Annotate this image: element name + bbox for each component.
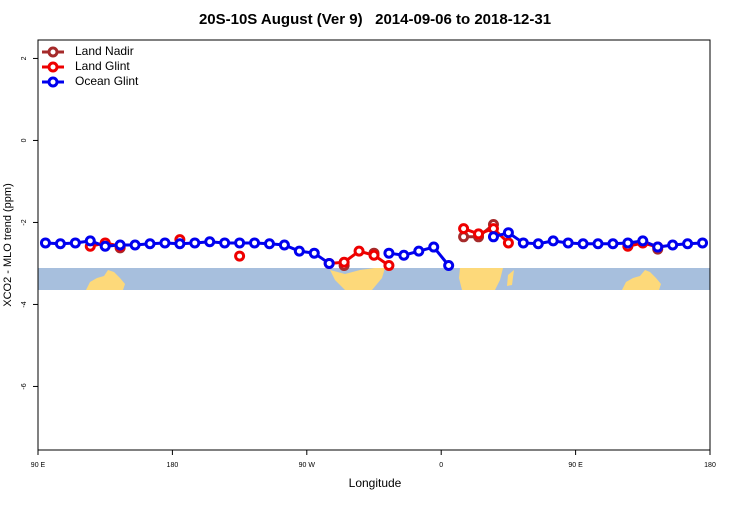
data-point: [249, 237, 261, 249]
data-point: [114, 239, 126, 251]
data-point: [189, 237, 201, 249]
y-axis-label: XCO2 - MLO trend (ppm): [2, 183, 14, 306]
x-tick-label: 180: [167, 462, 179, 469]
chart-title: 20S-10S August (Ver 9) 2014-09-06 to 201…: [199, 11, 551, 28]
data-point: [398, 249, 410, 261]
data-point: [234, 237, 246, 249]
data-point: [99, 240, 111, 252]
x-tick-label: 90 E: [31, 462, 46, 469]
data-point: [562, 237, 574, 249]
data-point: [622, 237, 634, 249]
data-point: [592, 238, 604, 250]
data-point: [368, 249, 380, 261]
data-point: [637, 235, 649, 247]
data-point: [667, 239, 679, 251]
data-point: [428, 241, 440, 253]
data-point: [144, 238, 156, 250]
plot-frame: [37, 39, 711, 451]
data-point: [413, 245, 425, 257]
legend-label: Ocean Glint: [75, 74, 139, 88]
y-tick-label: -6: [21, 383, 28, 389]
y-tick-label: -2: [21, 219, 28, 225]
data-point: [129, 239, 141, 251]
data-point: [682, 238, 694, 250]
y-tick-label: 2: [21, 56, 28, 60]
land: [459, 268, 514, 290]
data-point: [84, 235, 96, 247]
legend-swatch-marker: [47, 61, 59, 73]
x-tick-label: 90 E: [568, 462, 583, 469]
data-point: [219, 237, 231, 249]
data-point: [39, 237, 51, 249]
data-point: [458, 223, 470, 235]
data-point: [383, 260, 395, 271]
data-point: [502, 227, 514, 239]
data-point: [338, 256, 350, 268]
land: [86, 270, 125, 290]
data-point: [517, 237, 529, 249]
data-point: [278, 239, 290, 251]
legend-swatch-marker: [47, 76, 59, 88]
data-point: [487, 231, 499, 243]
land: [622, 270, 661, 290]
data-point: [577, 238, 589, 250]
data-point: [204, 236, 216, 248]
data-point: [263, 238, 275, 250]
data-point: [652, 241, 664, 253]
data-point: [353, 245, 365, 257]
data-point: [54, 238, 66, 250]
x-axis-label: Longitude: [349, 476, 402, 490]
data-point: [443, 260, 455, 271]
y-tick-label: -4: [21, 301, 28, 307]
data-point: [502, 237, 514, 249]
data-point: [234, 250, 246, 262]
x-tick-label: 0: [439, 462, 443, 469]
data-point: [547, 235, 559, 247]
y-tick-label: 0: [21, 138, 28, 142]
data-point: [69, 237, 81, 249]
land: [330, 268, 385, 290]
data-point: [532, 238, 544, 250]
data-point: [293, 245, 305, 257]
data-point: [607, 238, 619, 250]
data-point: [159, 237, 171, 249]
data-point: [697, 237, 709, 249]
x-tick-label: 180: [704, 462, 716, 469]
data-point: [383, 247, 395, 259]
legend-swatch-marker: [47, 46, 59, 58]
map-band: [38, 268, 710, 290]
data-point: [308, 247, 320, 259]
data-point: [174, 238, 186, 250]
data-point: [323, 257, 335, 269]
x-tick-label: 90 W: [299, 462, 316, 469]
legend-label: Land Glint: [75, 59, 130, 73]
data-point: [473, 228, 485, 240]
legend-label: Land Nadir: [75, 44, 134, 58]
